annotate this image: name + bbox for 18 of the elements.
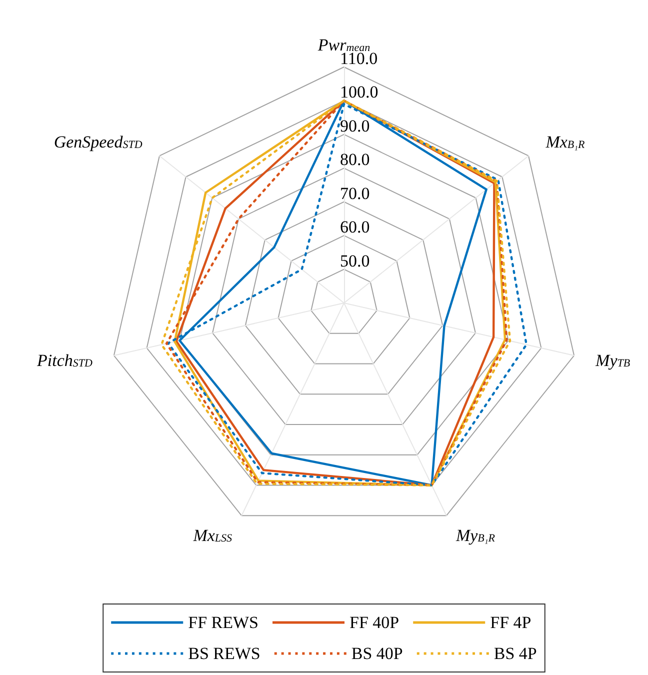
y-tick-label: 70.0 bbox=[340, 184, 370, 203]
y-tick-label: 100.0 bbox=[340, 82, 378, 102]
legend-label: FF 4P bbox=[490, 613, 532, 632]
y-tick-label: 50.0 bbox=[340, 251, 370, 270]
y-tick-label: 90.0 bbox=[340, 116, 370, 136]
legend-label: FF 40P bbox=[350, 613, 400, 632]
y-tick-label: 80.0 bbox=[340, 150, 370, 170]
spoke-label: MxLSS bbox=[192, 526, 233, 545]
spoke-label: MyB₁R bbox=[454, 526, 496, 545]
legend-label: BS 4P bbox=[494, 644, 537, 663]
legend-label: BS 40P bbox=[351, 644, 403, 663]
y-tick-label: 60.0 bbox=[340, 218, 370, 237]
legend-label: FF REWS bbox=[188, 613, 259, 632]
legend-label: BS REWS bbox=[188, 644, 260, 663]
spoke-label: PitchSTD bbox=[36, 350, 93, 370]
spoke-label: MxB₁R bbox=[544, 132, 585, 152]
spoke-label: MyTB bbox=[594, 350, 630, 370]
spoke-label: GenSpeedSTD bbox=[54, 132, 142, 152]
